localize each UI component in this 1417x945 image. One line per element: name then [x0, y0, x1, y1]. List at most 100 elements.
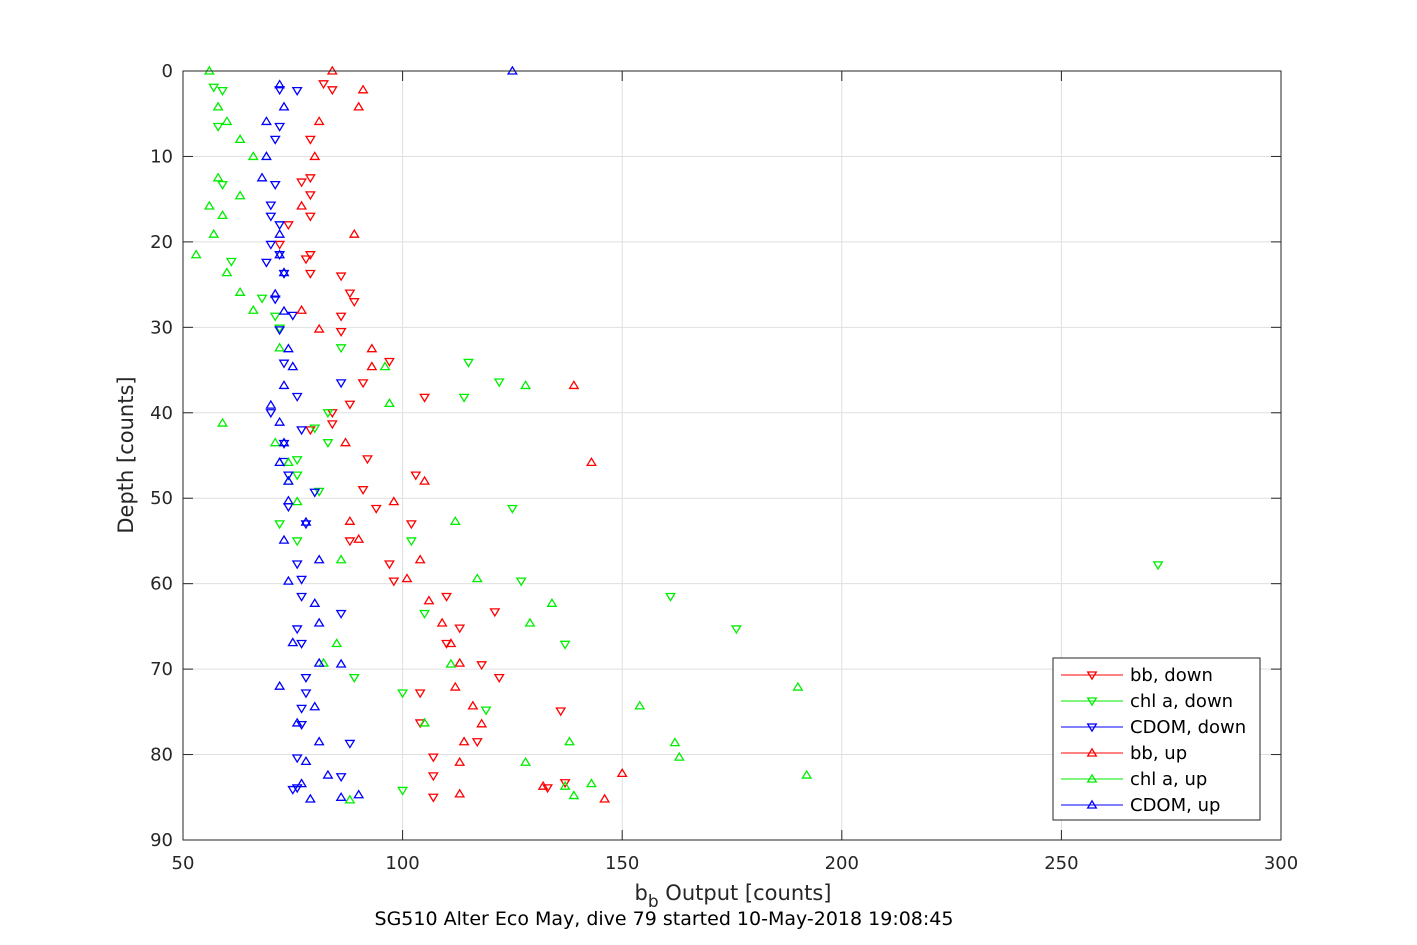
x-tick-label: 300 — [1264, 853, 1298, 874]
data-point — [471, 738, 483, 748]
data-point — [568, 790, 580, 800]
data-point — [304, 426, 316, 436]
legend-label: bb, up — [1130, 743, 1187, 764]
data-point — [212, 101, 224, 111]
data-point — [397, 689, 409, 699]
data-point — [260, 116, 272, 126]
data-point — [405, 520, 417, 530]
y-tick-label: 20 — [150, 232, 173, 253]
x-axis-label: bb Output [counts] — [634, 881, 831, 912]
data-point — [559, 640, 571, 650]
data-point — [278, 101, 290, 111]
data-point — [340, 437, 351, 447]
legend-label: chl a, down — [1130, 691, 1233, 712]
data-point — [282, 495, 294, 505]
data-point — [282, 456, 294, 466]
data-point — [458, 393, 470, 403]
data-point — [300, 520, 312, 530]
data-point — [348, 228, 360, 238]
data-point — [427, 753, 439, 763]
data-point — [296, 575, 308, 585]
data-point — [449, 515, 461, 525]
data-point — [274, 122, 286, 132]
data-point — [296, 178, 308, 188]
data-point — [274, 221, 286, 231]
data-point — [423, 595, 435, 605]
data-point — [269, 288, 281, 298]
data-point — [344, 794, 356, 804]
data-point — [287, 361, 299, 371]
y-tick-label: 90 — [150, 830, 173, 851]
data-point — [322, 439, 334, 449]
data-point — [335, 554, 347, 564]
data-point — [730, 625, 742, 635]
data-point — [353, 533, 365, 543]
data-point — [274, 416, 286, 426]
y-tick-label: 60 — [150, 574, 173, 595]
data-point — [419, 475, 431, 485]
data-point — [291, 392, 303, 402]
data-point — [335, 609, 347, 619]
data-point — [383, 560, 395, 570]
legend-label: CDOM, up — [1130, 795, 1220, 816]
data-point — [383, 398, 395, 408]
data-point — [414, 689, 426, 699]
data-point — [265, 409, 277, 419]
data-point — [520, 380, 532, 390]
legend-marker — [1086, 697, 1098, 707]
data-point — [291, 625, 303, 635]
data-point — [335, 327, 347, 337]
data-point — [278, 359, 290, 369]
legend-label: chl a, up — [1130, 769, 1207, 790]
data-point — [300, 255, 312, 265]
data-point — [291, 717, 303, 727]
data-point — [383, 357, 395, 367]
data-point — [379, 361, 391, 371]
data-point — [506, 504, 518, 514]
data-point — [212, 122, 224, 132]
data-point — [208, 228, 220, 238]
legend-marker — [1086, 799, 1098, 809]
data-point — [673, 751, 685, 761]
data-point — [313, 323, 325, 333]
data-point — [326, 65, 338, 75]
legend-box — [1052, 657, 1261, 821]
data-point — [212, 172, 224, 182]
data-point — [353, 101, 365, 111]
data-point — [454, 756, 466, 766]
data-point — [458, 736, 470, 746]
data-point — [296, 639, 308, 649]
data-point — [427, 793, 439, 803]
plot-frame — [182, 70, 1282, 841]
data-point — [208, 83, 220, 93]
data-point — [313, 554, 325, 564]
data-point — [397, 786, 409, 796]
data-point — [274, 520, 286, 530]
data-point — [366, 361, 378, 371]
data-point — [467, 700, 479, 710]
data-point — [234, 286, 246, 296]
x-axis-label-main: b — [634, 881, 647, 905]
data-point — [282, 575, 294, 585]
data-point — [282, 221, 294, 231]
data-point — [419, 609, 431, 619]
data-point — [792, 681, 804, 691]
data-point — [357, 486, 369, 496]
x-tick-label: 150 — [605, 853, 639, 874]
y-tick-label: 40 — [150, 403, 173, 424]
data-point — [309, 151, 321, 161]
data-point — [300, 689, 312, 699]
data-point — [669, 737, 681, 747]
data-point — [304, 135, 316, 145]
data-point — [441, 592, 452, 602]
data-point — [190, 249, 202, 259]
data-point — [568, 380, 580, 390]
data-point — [274, 240, 286, 250]
data-point — [322, 769, 334, 779]
data-point — [256, 294, 268, 304]
data-point — [353, 789, 365, 799]
data-point — [291, 784, 303, 794]
data-point — [344, 289, 356, 299]
data-point — [419, 393, 431, 403]
legend-marker — [1086, 773, 1098, 783]
